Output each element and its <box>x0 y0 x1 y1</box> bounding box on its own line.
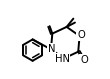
Text: N: N <box>48 44 55 54</box>
Text: O: O <box>80 55 88 65</box>
Text: HN: HN <box>55 54 70 64</box>
Text: O: O <box>77 30 85 40</box>
